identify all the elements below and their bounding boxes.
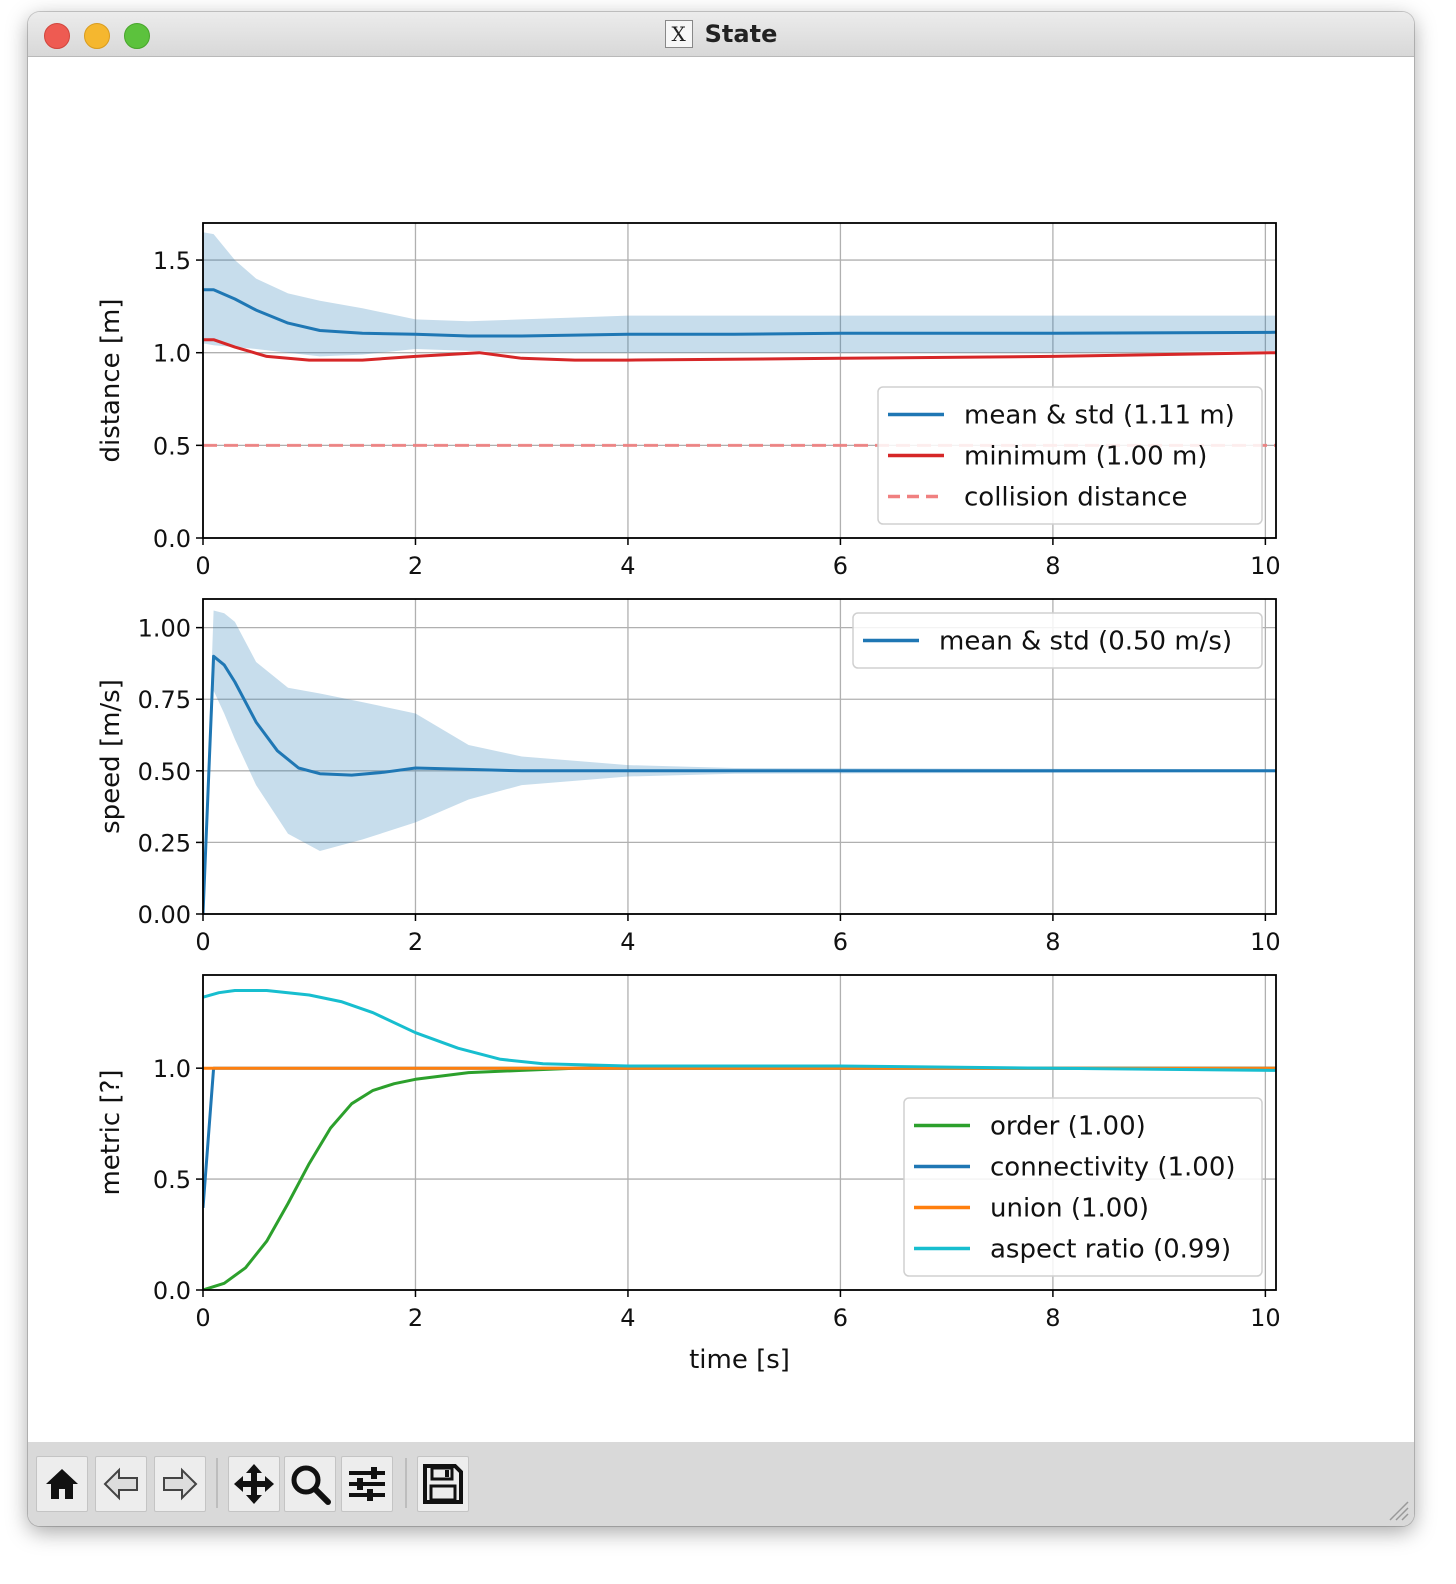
x-tick-label: 0	[195, 552, 210, 580]
series-line	[203, 288, 1276, 338]
sliders-icon	[349, 1467, 385, 1501]
minimize-window-button[interactable]	[84, 23, 110, 49]
subplot-1: 0 2 4 6 8 10 0.0 0.5 1.0 1.5 distance [m] mean & st…	[96, 222, 1281, 580]
y-tick-label: 0.50	[138, 758, 191, 786]
back-button[interactable]	[95, 1456, 147, 1512]
save-button[interactable]	[417, 1456, 469, 1512]
y-tick-label: 1.00	[138, 615, 191, 643]
y-axis-label: metric [?]	[96, 1069, 126, 1195]
x-tick-label: 8	[1045, 552, 1060, 580]
home-button[interactable]	[36, 1456, 88, 1512]
y-tick-label: 1.5	[153, 247, 191, 275]
x-tick-label: 0	[195, 928, 210, 956]
plot-area	[203, 610, 1276, 914]
legend-box	[903, 1097, 1263, 1277]
x-tick-label: 4	[620, 928, 635, 956]
arrow-right-icon	[163, 1467, 198, 1501]
subplot-2: 0 2 4 6 8 10 0.00 0.25 0.50 0.75 1.00 speed [m/s] me…	[96, 598, 1281, 956]
y-tick-label: 0.00	[138, 901, 191, 929]
floppy-disk-icon	[423, 1464, 463, 1504]
subplot-3: 0 2 4 6 8 10 0.0 0.5 1.0 metric [?] time [s] order …	[96, 974, 1281, 1375]
figure-canvas[interactable]: 0 2 4 6 8 10 0.0 0.5 1.0 1.5 distance [m] mean & st…	[28, 56, 1414, 1442]
close-window-button[interactable]	[44, 23, 70, 49]
plot-area	[203, 989, 1276, 1290]
y-tick-label: 0.75	[138, 686, 191, 714]
y-tick-label: 0.5	[153, 432, 191, 460]
legend: mean & std (0.50 m/s)	[852, 612, 1263, 669]
pan-button[interactable]	[228, 1456, 280, 1512]
y-axis-label: distance [m]	[96, 298, 126, 462]
app-window: X State 0 2 4 6 8 10 0.0 0.5 1.0 1.5 distance [m] m…	[28, 12, 1414, 1526]
x-tick-label: 6	[833, 552, 848, 580]
legend-label: collision distance	[964, 483, 1187, 513]
x-tick-label: 10	[1250, 928, 1281, 956]
y-tick-label: 1.0	[153, 1055, 191, 1083]
x-tick-label: 4	[620, 1304, 635, 1332]
x-tick-label: 0	[195, 1304, 210, 1332]
zoom-button[interactable]	[284, 1456, 336, 1512]
x-tick-label: 2	[408, 1304, 423, 1332]
move-icon	[234, 1464, 274, 1504]
y-tick-label: 0.0	[153, 525, 191, 553]
legend-label: minimum (1.00 m)	[964, 442, 1207, 472]
x-tick-label: 8	[1045, 928, 1060, 956]
legend-box	[877, 386, 1263, 525]
toolbar-separator	[216, 1458, 218, 1508]
std-band	[203, 232, 1276, 357]
y-tick-label: 0.5	[153, 1166, 191, 1194]
x-axis-label: time [s]	[689, 1345, 790, 1375]
resize-grip-icon[interactable]	[1386, 1498, 1410, 1522]
legend: mean & std (1.11 m) minimum (1.00 m) colli…	[877, 386, 1263, 525]
x-tick-label: 10	[1250, 1304, 1281, 1332]
title-bar: X State	[28, 12, 1414, 57]
legend-label: order (1.00)	[990, 1112, 1146, 1142]
series-line	[203, 338, 1276, 362]
figure-svg: 0 2 4 6 8 10 0.0 0.5 1.0 1.5 distance [m] mean & st…	[96, 222, 1281, 1375]
y-tick-label: 0.0	[153, 1277, 191, 1305]
std-band	[203, 610, 1276, 914]
series-line	[203, 654, 1276, 914]
y-axis-label: speed [m/s]	[96, 679, 126, 834]
x-tick-label: 2	[408, 552, 423, 580]
legend-label: aspect ratio (0.99)	[990, 1235, 1231, 1265]
series-line	[203, 989, 1276, 1072]
x-tick-label: 6	[833, 928, 848, 956]
legend-box	[852, 612, 1263, 669]
axes-frame	[202, 598, 1277, 915]
x-tick-label: 8	[1045, 1304, 1060, 1332]
axes-frame	[202, 974, 1277, 1291]
home-icon	[46, 1469, 78, 1499]
toolbar-separator	[405, 1458, 407, 1508]
maximize-window-button[interactable]	[124, 23, 150, 49]
x-tick-label: 10	[1250, 552, 1281, 580]
x-tick-label: 4	[620, 552, 635, 580]
magnifier-icon	[291, 1465, 331, 1505]
navigation-toolbar	[28, 1442, 1414, 1526]
window-title: State	[704, 20, 778, 48]
x-tick-label: 6	[833, 1304, 848, 1332]
legend-label: mean & std (1.11 m)	[964, 401, 1235, 431]
legend-label: union (1.00)	[990, 1194, 1149, 1224]
legend-label: mean & std (0.50 m/s)	[939, 627, 1232, 657]
y-tick-label: 1.0	[153, 340, 191, 368]
x-tick-label: 2	[408, 928, 423, 956]
legend-label: connectivity (1.00)	[990, 1153, 1236, 1183]
axes-frame	[202, 222, 1277, 539]
legend: order (1.00) connectivity (1.00) union (1.…	[903, 1097, 1263, 1277]
x11-icon: X	[664, 20, 693, 48]
y-tick-label: 0.25	[138, 829, 191, 857]
forward-button[interactable]	[154, 1456, 206, 1512]
arrow-left-icon	[103, 1467, 138, 1501]
configure-subplots-button[interactable]	[341, 1456, 393, 1512]
